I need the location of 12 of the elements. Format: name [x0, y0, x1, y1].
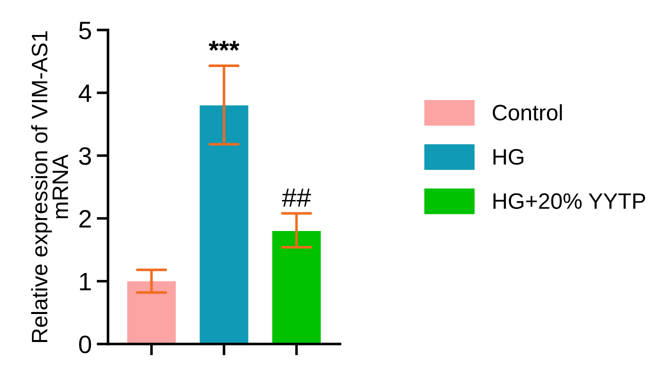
y-tick-label: 1 [80, 273, 91, 290]
y-tick-label: 0 [79, 336, 92, 354]
legend-label: Control [492, 104, 562, 121]
y-tick-label: 5 [79, 22, 91, 40]
y-tick-label: 3 [79, 147, 91, 165]
annotation: ## [282, 188, 312, 207]
annotation: *** [208, 40, 240, 51]
legend-label: HG [493, 149, 524, 165]
y-tick-label: 4 [78, 84, 92, 102]
legend-label: HG+20% YYTP [493, 193, 646, 209]
y-axis-title: Relative expression of VIM-AS1 mRNA [31, 31, 68, 342]
y-tick-label: 2 [79, 210, 91, 228]
